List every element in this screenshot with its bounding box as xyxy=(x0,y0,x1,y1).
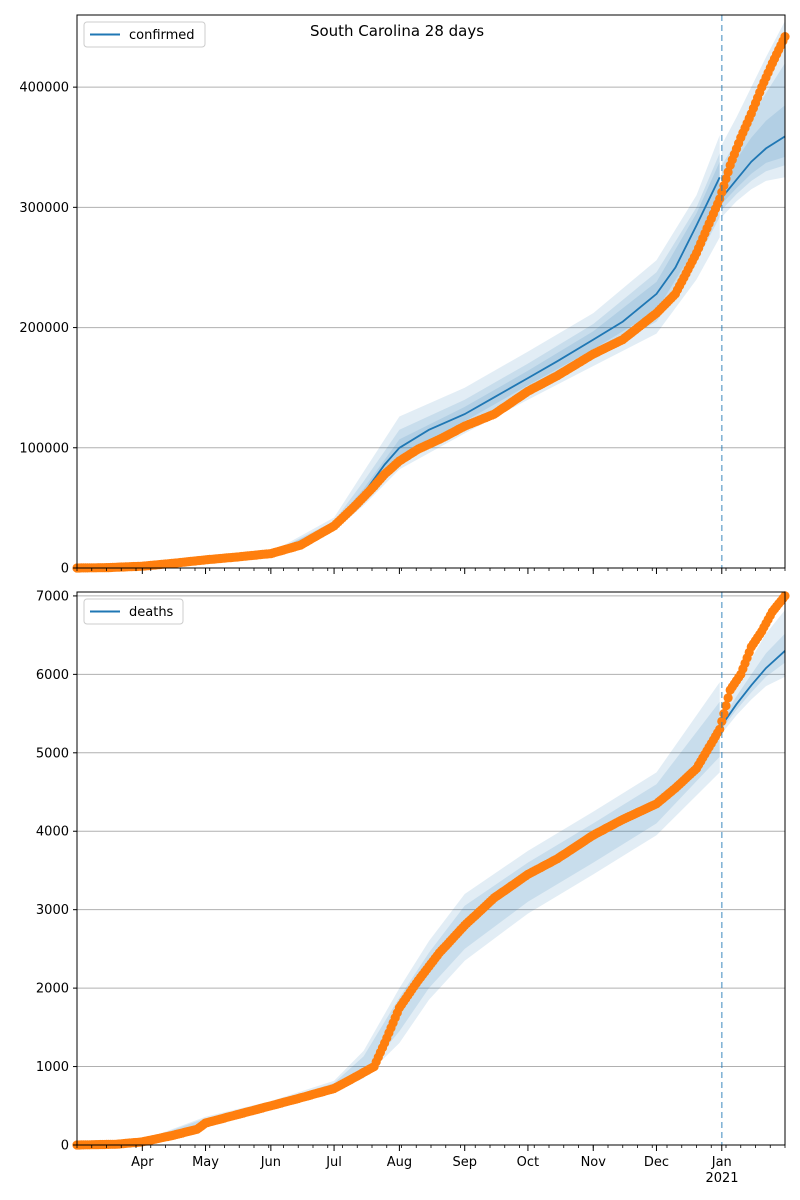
y-tick-label: 300000 xyxy=(19,201,69,216)
model-fit-line xyxy=(76,176,721,569)
uncertainty-band xyxy=(77,135,720,568)
uncertainty-band xyxy=(721,633,785,730)
x-tick-label: Oct xyxy=(517,1155,539,1170)
y-tick-label: 7000 xyxy=(36,589,69,604)
observed-point xyxy=(717,716,727,727)
x-tick-label: Jan xyxy=(711,1155,732,1170)
uncertainty-band xyxy=(721,63,785,210)
y-tick-label: 200000 xyxy=(19,321,69,336)
forecast-line xyxy=(721,650,786,726)
axes-frame xyxy=(76,591,786,1146)
x-tick-label: May xyxy=(192,1155,219,1170)
observed-point xyxy=(715,724,725,734)
confirmed-panel: 0 100000 200000 300000 400000 confirmed xyxy=(19,14,790,577)
legend-label: deaths xyxy=(129,605,174,620)
x-tick-label: Dec xyxy=(644,1155,669,1170)
y-tick-label: 3000 xyxy=(36,903,69,918)
observed-point xyxy=(721,701,731,711)
uncertainty-band xyxy=(77,161,720,568)
legend-label: confirmed xyxy=(129,28,195,43)
uncertainty-band xyxy=(77,682,720,1145)
y-tick-label: 1000 xyxy=(36,1060,69,1075)
observed-point xyxy=(723,693,733,703)
uncertainty-band xyxy=(77,153,720,569)
uncertainty-band xyxy=(77,701,720,1145)
y-tick-label: 0 xyxy=(61,562,69,577)
x-tick-label: Apr xyxy=(131,1155,154,1170)
y-tick-label: 4000 xyxy=(36,825,69,840)
chart-title: South Carolina 28 days xyxy=(310,22,484,40)
x-tick-label: Sep xyxy=(452,1155,477,1170)
x-tick-label: Jun xyxy=(260,1155,281,1170)
y-tick-label: 5000 xyxy=(36,746,69,761)
y-tick-label: 400000 xyxy=(19,81,69,96)
observed-point xyxy=(719,709,729,719)
x-year-label: 2021 xyxy=(705,1171,738,1186)
x-tick-label: Jul xyxy=(325,1155,342,1170)
legend-box xyxy=(83,598,184,625)
y-tick-label: 2000 xyxy=(36,982,69,997)
x-tick-label: Aug xyxy=(387,1155,412,1170)
legend-box xyxy=(83,21,206,48)
forecast-line xyxy=(721,135,786,199)
deaths-panel: 0 1000 2000 3000 4000 5000 6000 7000 Apr May Jun Ju… xyxy=(36,589,790,1170)
y-tick-label: 0 xyxy=(61,1139,69,1154)
y-tick-label: 100000 xyxy=(19,441,69,456)
x-tick-label: Nov xyxy=(581,1155,607,1170)
y-tick-label: 6000 xyxy=(36,668,69,683)
